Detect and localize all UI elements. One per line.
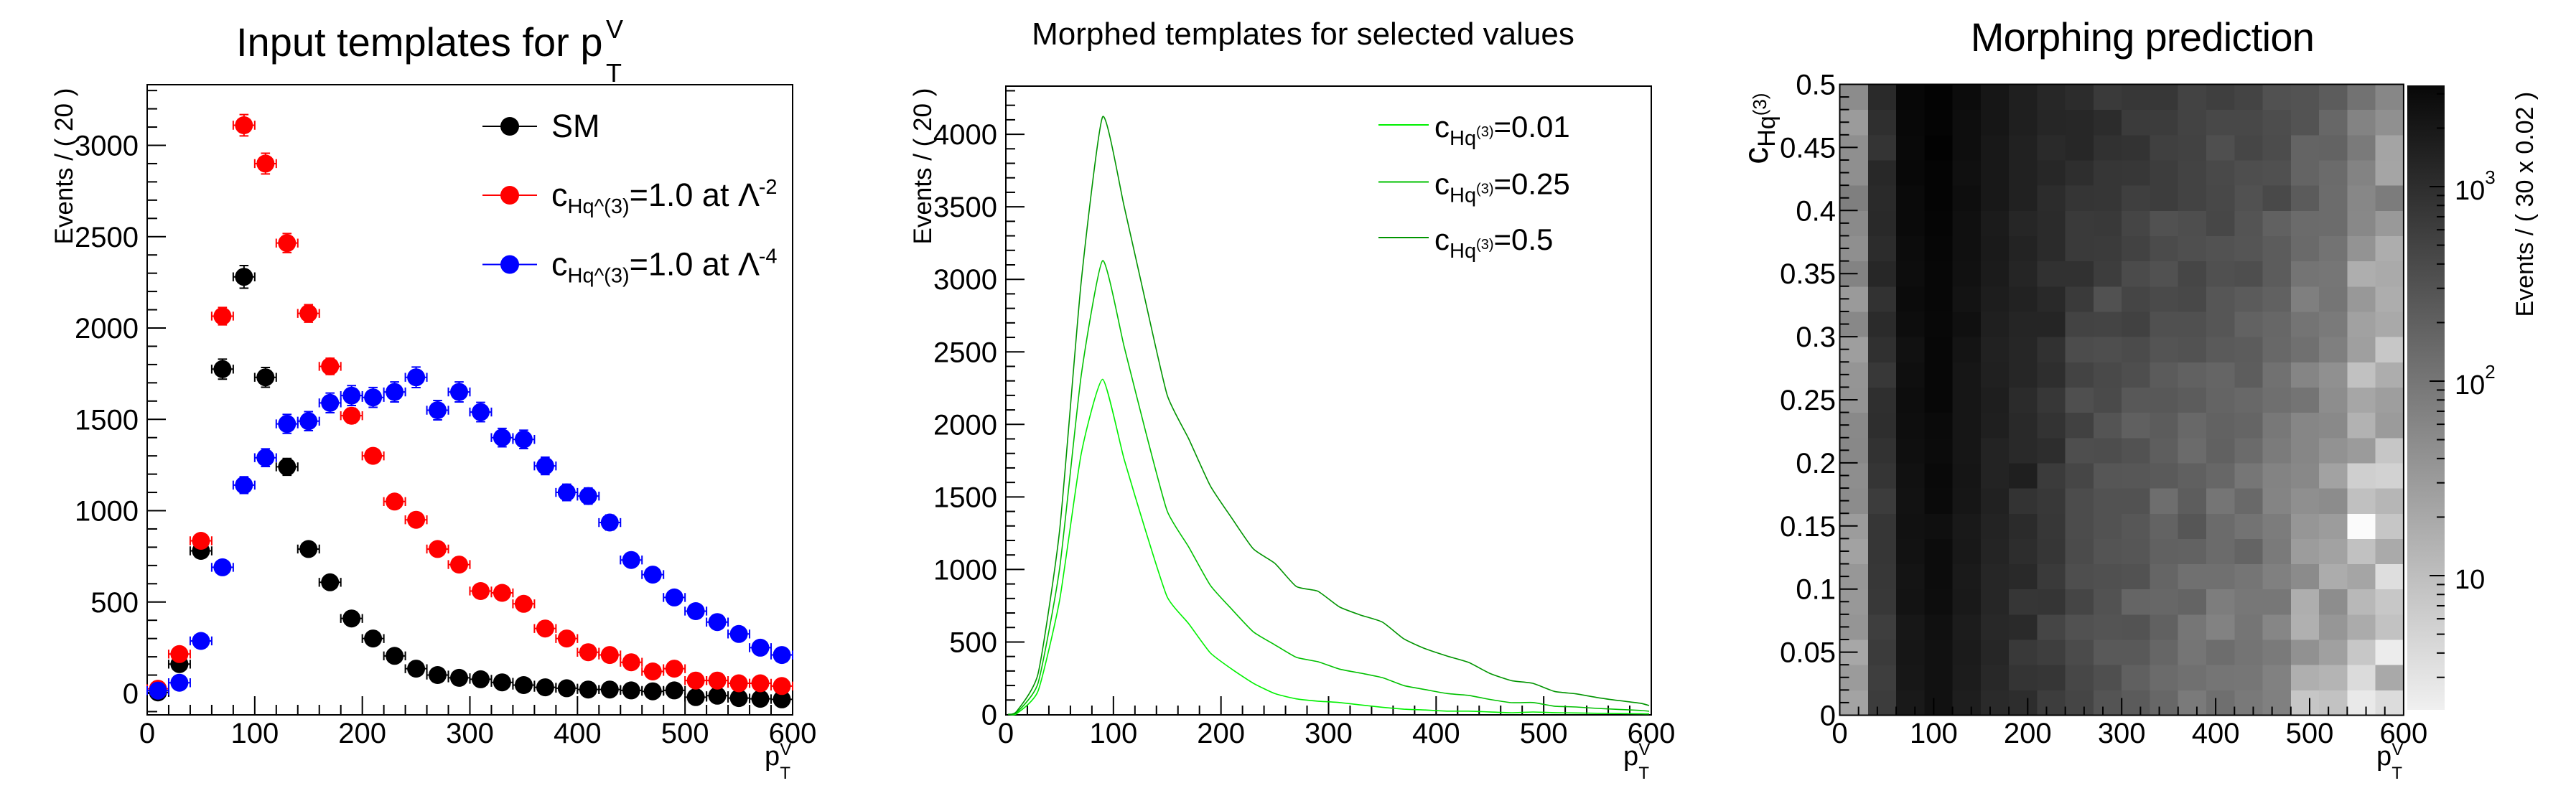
svg-text:200: 200: [2004, 718, 2052, 749]
svg-text:0.35: 0.35: [1780, 258, 1836, 290]
svg-text:Events / ( 30 x 0.02 ): Events / ( 30 x 0.02 ): [2511, 92, 2539, 317]
svg-text:Hq: Hq: [1450, 127, 1476, 150]
svg-text:0.5: 0.5: [1796, 70, 1836, 101]
svg-text:1000: 1000: [933, 554, 997, 586]
svg-text:Events / ( 20 ): Events / ( 20 ): [909, 88, 937, 245]
svg-text:Λ: Λ: [738, 177, 760, 213]
svg-text:Λ: Λ: [738, 246, 760, 283]
svg-text:10: 10: [2455, 370, 2485, 400]
svg-text:=0.25: =0.25: [1494, 167, 1570, 201]
svg-text:c: c: [1434, 110, 1450, 144]
svg-text:3000: 3000: [933, 264, 997, 296]
svg-text:300: 300: [446, 718, 494, 749]
svg-text:c: c: [1737, 147, 1775, 164]
svg-text:V: V: [606, 14, 623, 44]
svg-text:400: 400: [2192, 718, 2240, 749]
svg-text:600: 600: [769, 718, 817, 749]
svg-text:=0.01: =0.01: [1494, 110, 1570, 144]
svg-text:1000: 1000: [75, 496, 139, 528]
svg-text:0.2: 0.2: [1796, 448, 1836, 479]
svg-text:V: V: [1638, 740, 1650, 759]
svg-text:0.05: 0.05: [1780, 637, 1836, 669]
svg-text:T: T: [2391, 764, 2402, 783]
svg-text:-2: -2: [759, 176, 778, 199]
svg-text:c: c: [551, 177, 568, 213]
svg-text:=1.0 at: =1.0 at: [630, 246, 729, 283]
svg-text:100: 100: [230, 718, 279, 749]
svg-text:(3): (3): [1476, 182, 1493, 197]
svg-text:0: 0: [1820, 701, 1836, 732]
svg-text:0: 0: [1831, 718, 1847, 749]
svg-text:=1.0 at: =1.0 at: [630, 177, 729, 213]
svg-text:Morphed templates for selected: Morphed templates for selected values: [1032, 17, 1574, 52]
svg-text:2: 2: [2485, 361, 2495, 383]
svg-text:200: 200: [338, 718, 386, 749]
svg-text:100: 100: [1910, 718, 1958, 749]
svg-text:Hq^(3): Hq^(3): [568, 265, 630, 288]
svg-text:4000: 4000: [933, 119, 997, 151]
svg-text:3: 3: [2485, 167, 2495, 188]
svg-text:2500: 2500: [75, 222, 139, 253]
svg-text:Morphing prediction: Morphing prediction: [1971, 14, 2315, 60]
svg-text:600: 600: [1628, 718, 1676, 749]
svg-text:300: 300: [1305, 718, 1353, 749]
svg-text:V: V: [2391, 740, 2403, 759]
svg-text:1500: 1500: [75, 404, 139, 436]
svg-text:10: 10: [2455, 176, 2485, 206]
svg-text:0.45: 0.45: [1780, 132, 1836, 164]
svg-text:1500: 1500: [933, 482, 997, 513]
svg-text:Input templates for p: Input templates for p: [236, 19, 603, 65]
svg-text:-4: -4: [759, 245, 778, 268]
svg-text:(3): (3): [1476, 124, 1493, 140]
svg-text:10: 10: [2455, 565, 2485, 595]
svg-text:100: 100: [1089, 718, 1137, 749]
svg-text:Hq: Hq: [1753, 116, 1781, 146]
svg-text:2500: 2500: [933, 337, 997, 368]
svg-text:0.4: 0.4: [1796, 195, 1836, 227]
svg-text:2000: 2000: [933, 409, 997, 441]
svg-text:600: 600: [2380, 718, 2428, 749]
svg-text:500: 500: [949, 627, 997, 658]
svg-text:(3): (3): [1749, 93, 1770, 116]
svg-text:Hq^(3): Hq^(3): [568, 195, 630, 218]
svg-text:p: p: [2376, 741, 2391, 772]
svg-text:500: 500: [90, 587, 139, 619]
svg-text:0.3: 0.3: [1796, 322, 1836, 353]
svg-text:T: T: [606, 58, 622, 88]
svg-text:400: 400: [1412, 718, 1460, 749]
svg-text:T: T: [780, 764, 790, 783]
svg-text:300: 300: [2098, 718, 2146, 749]
svg-text:0: 0: [981, 700, 997, 731]
svg-text:3000: 3000: [75, 131, 139, 162]
svg-text:c: c: [1434, 222, 1450, 256]
svg-text:500: 500: [2286, 718, 2334, 749]
svg-text:Hq: Hq: [1450, 240, 1476, 263]
svg-text:=0.5: =0.5: [1494, 222, 1554, 256]
svg-text:Events / ( 20 ): Events / ( 20 ): [50, 88, 78, 245]
svg-text:p: p: [1623, 741, 1638, 772]
svg-text:0.25: 0.25: [1780, 385, 1836, 416]
svg-text:500: 500: [661, 718, 709, 749]
svg-text:c: c: [551, 246, 568, 283]
svg-text:c: c: [1434, 167, 1450, 201]
svg-text:2000: 2000: [75, 313, 139, 345]
svg-text:V: V: [780, 740, 791, 759]
svg-text:200: 200: [1197, 718, 1245, 749]
svg-text:500: 500: [1520, 718, 1568, 749]
svg-text:0.1: 0.1: [1796, 574, 1836, 606]
svg-text:Hq: Hq: [1450, 184, 1476, 207]
svg-text:0: 0: [123, 678, 139, 710]
svg-text:0: 0: [139, 718, 155, 749]
svg-text:(3): (3): [1476, 237, 1493, 253]
svg-text:400: 400: [554, 718, 602, 749]
svg-text:0.15: 0.15: [1780, 511, 1836, 543]
svg-text:p: p: [765, 741, 780, 772]
svg-text:SM: SM: [551, 108, 600, 144]
svg-text:T: T: [1638, 764, 1649, 783]
svg-text:3500: 3500: [933, 192, 997, 223]
svg-text:0: 0: [998, 718, 1014, 749]
